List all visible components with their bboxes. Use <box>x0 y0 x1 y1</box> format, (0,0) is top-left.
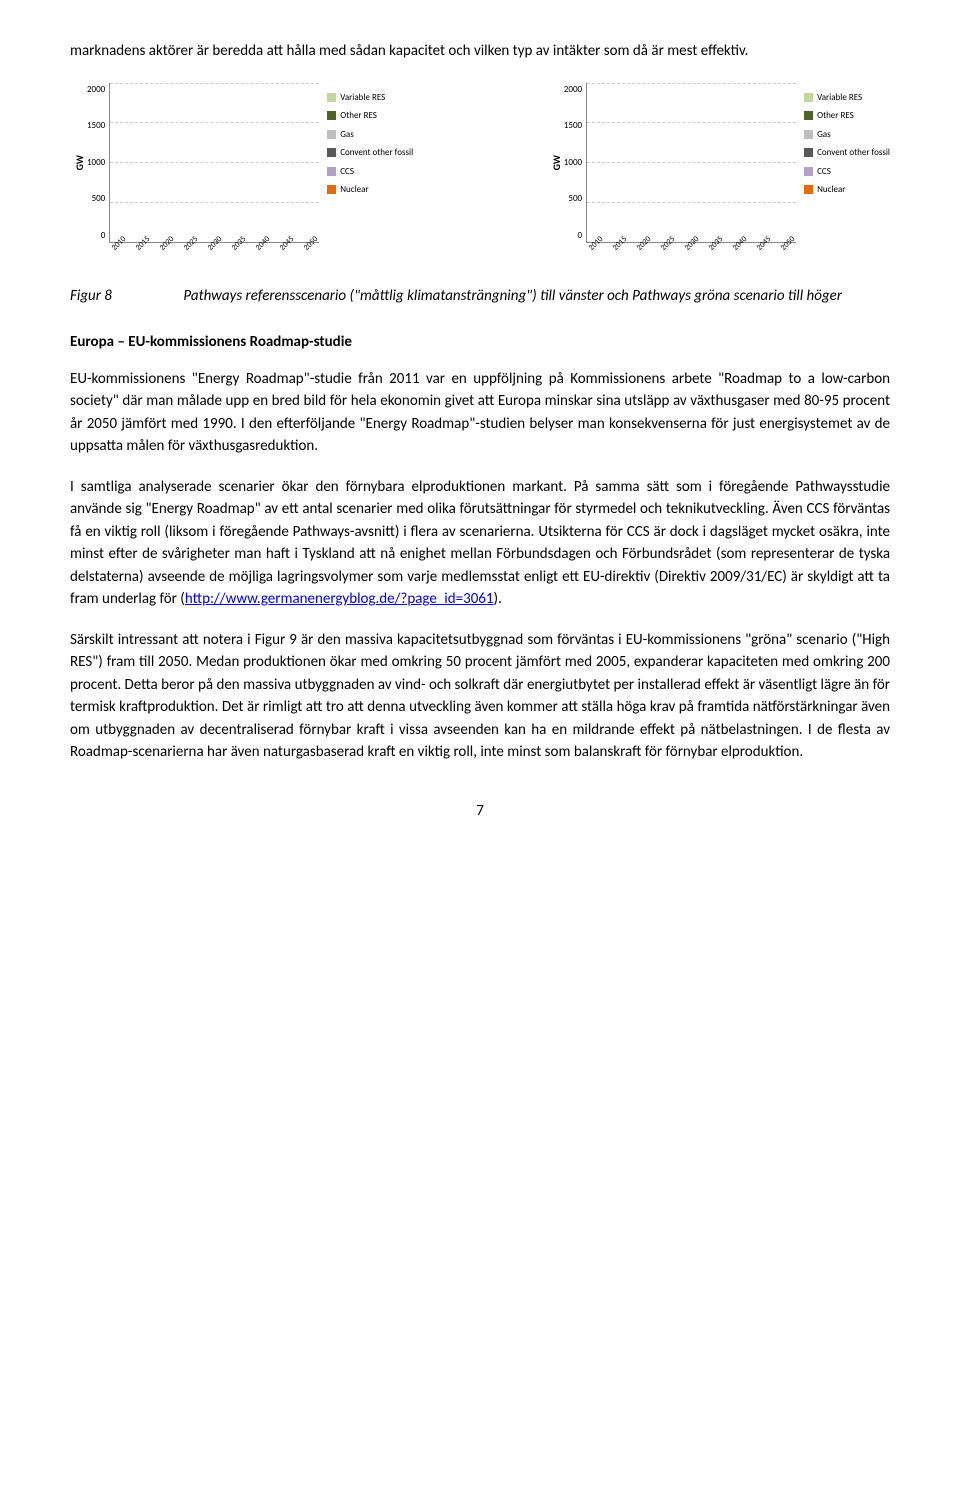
legend-item: Nuclear <box>327 183 413 197</box>
legend-swatch <box>327 111 336 120</box>
legend-label: CCS <box>817 165 831 179</box>
figure-caption-text: Pathways referensscenario ("måttlig klim… <box>183 287 842 305</box>
chart-right <box>586 83 796 243</box>
legend-swatch <box>804 130 813 139</box>
paragraph-2-end: ). <box>494 590 502 608</box>
legend-swatch <box>327 148 336 157</box>
legend-item: Gas <box>804 128 890 142</box>
legend-item: Variable RES <box>804 91 890 105</box>
legend-item: Other RES <box>327 109 413 123</box>
paragraph-2-text: I samtliga analyserade scenarier ökar de… <box>70 478 890 609</box>
legend-label: Variable RES <box>817 91 862 105</box>
legend-swatch <box>804 185 813 194</box>
y-tick: 1500 <box>87 119 105 133</box>
y-axis-label-right: GW <box>547 155 564 170</box>
figure-label: Figur 8 <box>70 285 180 308</box>
legend-item: Gas <box>327 128 413 142</box>
legend-item: Convent other fossil <box>804 146 890 160</box>
legend-label: Convent other fossil <box>340 146 413 160</box>
legend-swatch <box>804 111 813 120</box>
figure-8-caption: Figur 8 Pathways referensscenario ("mått… <box>70 285 890 308</box>
legend-label: CCS <box>340 165 354 179</box>
legend-item: Variable RES <box>327 91 413 105</box>
x-axis-left: 201020152020202520302035204020452050 <box>109 243 319 257</box>
legend-swatch <box>327 167 336 176</box>
paragraph-2: I samtliga analyserade scenarier ökar de… <box>70 476 890 611</box>
legend-right: Variable RES Other RES Gas Convent other fo… <box>804 83 890 197</box>
legend-label: Variable RES <box>340 91 385 105</box>
legend-item: Convent other fossil <box>327 146 413 160</box>
x-axis-right: 201020152020202520302035204020452050 <box>586 243 796 257</box>
legend-swatch <box>804 167 813 176</box>
y-axis-left: 2000 1500 1000 500 0 <box>87 83 109 243</box>
legend-swatch <box>804 148 813 157</box>
paragraph-1: EU-kommissionens "Energy Roadmap"-studie… <box>70 368 890 458</box>
y-axis-right: 2000 1500 1000 500 0 <box>564 83 586 243</box>
chart-left <box>109 83 319 243</box>
legend-label: Other RES <box>817 109 854 123</box>
legend-label: Gas <box>340 128 354 142</box>
charts-row: GW 2000 1500 1000 500 0 20102015202020252030… <box>70 83 890 257</box>
legend-label: Nuclear <box>817 183 845 197</box>
germanenergyblog-link[interactable]: http://www.germanenergyblog.de/?page_id=… <box>185 590 494 608</box>
chart-left-container: GW 2000 1500 1000 500 0 20102015202020252030… <box>70 83 413 257</box>
legend-left: Variable RES Other RES Gas Convent other fo… <box>327 83 413 197</box>
legend-swatch <box>327 93 336 102</box>
chart-right-container: GW 2000 1500 1000 500 0 20102015202020252030… <box>547 83 890 257</box>
legend-label: Other RES <box>340 109 377 123</box>
intro-paragraph: marknadens aktörer är beredda att hålla … <box>70 40 890 63</box>
legend-label: Gas <box>817 128 831 142</box>
legend-item: CCS <box>327 165 413 179</box>
legend-label: Nuclear <box>340 183 368 197</box>
y-tick: 2000 <box>87 83 105 97</box>
y-tick: 0 <box>87 229 105 243</box>
y-tick: 1000 <box>87 156 105 170</box>
y-tick: 0 <box>564 229 582 243</box>
legend-item: Nuclear <box>804 183 890 197</box>
y-tick: 500 <box>564 192 582 206</box>
y-tick: 500 <box>87 192 105 206</box>
legend-item: Other RES <box>804 109 890 123</box>
y-tick: 1500 <box>564 119 582 133</box>
legend-label: Convent other fossil <box>817 146 890 160</box>
y-axis-label-left: GW <box>70 155 87 170</box>
y-tick: 1000 <box>564 156 582 170</box>
paragraph-3: Särskilt intressant att notera i Figur 9… <box>70 629 890 764</box>
legend-swatch <box>327 130 336 139</box>
legend-swatch <box>804 93 813 102</box>
y-tick: 2000 <box>564 83 582 97</box>
legend-swatch <box>327 185 336 194</box>
legend-item: CCS <box>804 165 890 179</box>
page-number: 7 <box>70 800 890 823</box>
section-heading: Europa – EU-kommissionens Roadmap-studie <box>70 331 890 354</box>
